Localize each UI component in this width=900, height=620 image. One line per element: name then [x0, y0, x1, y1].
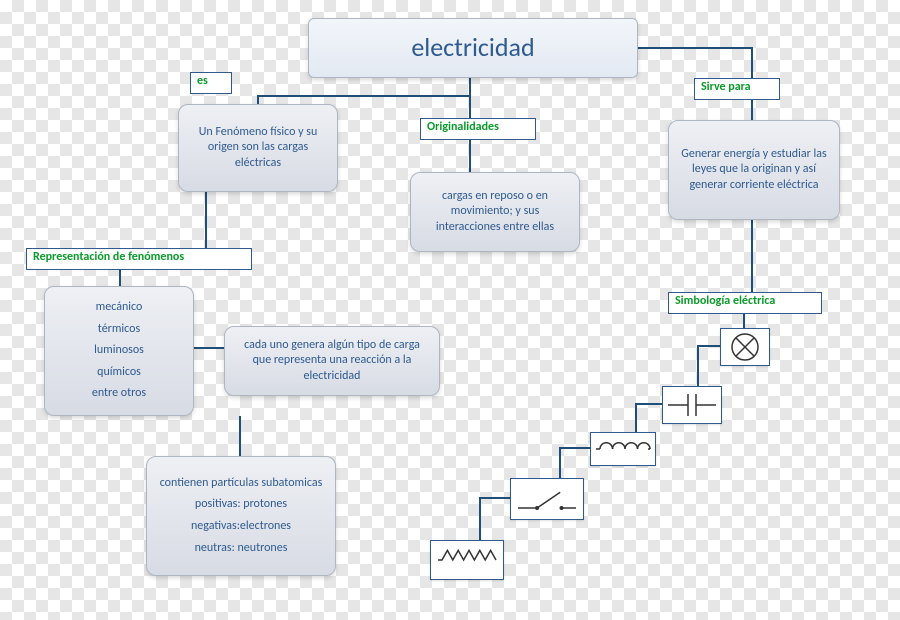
box-cada: cada uno genera algún tipo de carga que …	[224, 326, 440, 396]
label-es: es	[190, 72, 232, 94]
resistor-icon	[430, 540, 504, 580]
label-simbologia: Simbología eléctrica	[668, 292, 822, 314]
box-generar-text: Generar energía y estudiar las leyes que…	[679, 147, 829, 194]
box-particulas-text: contienen partículas subatomicaspositiva…	[160, 476, 323, 556]
box-generar: Generar energía y estudiar las leyes que…	[668, 120, 840, 220]
box-cada-text: cada uno genera algún tipo de carga que …	[235, 338, 429, 385]
lamp-icon	[720, 328, 770, 366]
label-representacion: Representación de fenómenos	[26, 248, 252, 270]
box-listado-text: mecánicotérmicosluminososquímicosentre o…	[92, 300, 146, 402]
label-originalidades: Originalidades	[420, 118, 536, 140]
title-text: electricidad	[411, 31, 534, 65]
switch-icon	[510, 478, 584, 520]
box-listado: mecánicotérmicosluminososquímicosentre o…	[44, 286, 194, 416]
title-box: electricidad	[308, 18, 638, 78]
inductor-icon	[590, 432, 656, 466]
box-particulas: contienen partículas subatomicaspositiva…	[146, 456, 336, 576]
label-sirve-para: Sirve para	[694, 78, 780, 100]
box-cargas-text: cargas en reposo o en movimiento; y sus …	[421, 189, 569, 236]
capacitor-icon	[662, 386, 722, 424]
box-fenomeno: Un Fenómeno físico y su origen son las c…	[178, 104, 338, 192]
diagram-stage: electricidad es Sirve para Originalidade…	[0, 0, 900, 620]
box-cargas: cargas en reposo o en movimiento; y sus …	[410, 172, 580, 252]
box-fenomeno-text: Un Fenómeno físico y su origen son las c…	[189, 125, 327, 172]
